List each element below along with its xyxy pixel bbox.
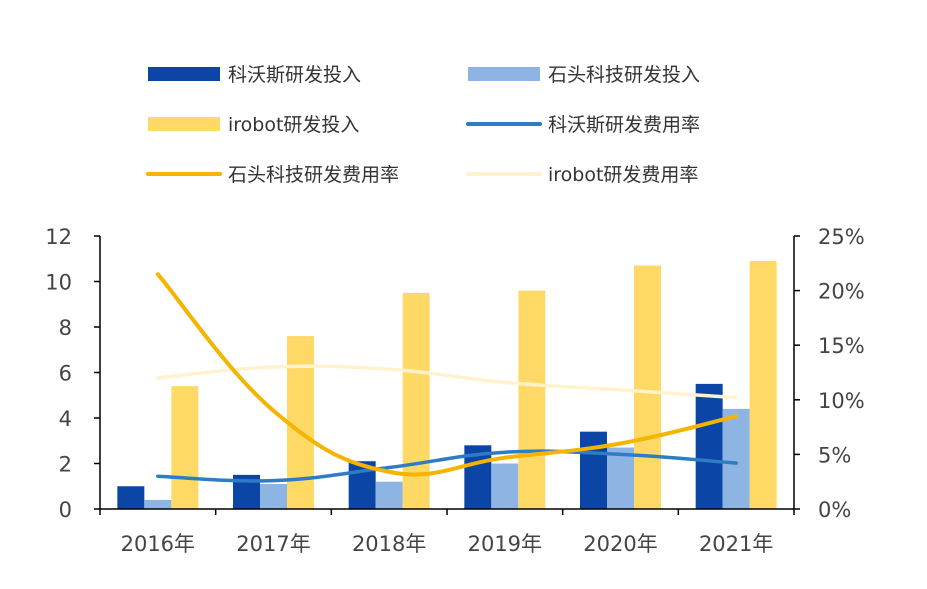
legend-1-label: 科沃斯研发投入 xyxy=(228,64,361,86)
axes: 0 2 4 6 8 10 12 0% 5% 10% 15% 20% 25% 2016年 2017年 2018年… xyxy=(45,225,864,556)
x-tick-label: 2016年 xyxy=(121,532,195,556)
bar-s3-2017年 xyxy=(287,336,314,509)
y-right-tick-label: 15% xyxy=(818,334,865,358)
legend-4-label: 科沃斯研发费用率 xyxy=(548,114,700,136)
legend-1-swatch xyxy=(148,67,220,81)
legend-2-label: 石头科技研发投入 xyxy=(548,64,700,86)
bar-s2-2017年 xyxy=(260,483,287,509)
bar-s2-2021年 xyxy=(722,408,750,509)
y-left-tick-label: 8 xyxy=(59,316,72,340)
line-series-3 xyxy=(156,364,738,400)
bar-s3-2018年 xyxy=(402,292,430,509)
y-right-tick-label: 0% xyxy=(818,498,851,522)
legend-3-label: irobot研发投入 xyxy=(228,114,359,136)
bar-s2-2016年 xyxy=(144,499,172,509)
legend-5-label: 石头科技研发费用率 xyxy=(228,164,399,186)
bar-s2-2018年 xyxy=(375,481,403,509)
y-right-tick-label: 25% xyxy=(818,225,865,249)
legend-2-swatch xyxy=(468,67,540,81)
y-left-tick-label: 4 xyxy=(59,407,72,431)
bar-s1-2021年 xyxy=(695,383,723,509)
y-right-tick-label: 10% xyxy=(818,389,865,413)
y-left-tick-label: 6 xyxy=(59,362,72,386)
bar-s1-2016年 xyxy=(117,486,145,509)
legend-6-label: irobot研发费用率 xyxy=(548,164,698,186)
legend: 科沃斯研发投入 石头科技研发投入 irobot研发投入 科沃斯研发费用率石头科技研发费… xyxy=(146,64,700,186)
bar-s3-2016年 xyxy=(171,386,199,509)
line-series-2 xyxy=(155,272,739,477)
y-left-tick-label: 12 xyxy=(45,225,72,249)
x-tick-label: 2020年 xyxy=(583,532,657,556)
y-left-tick-label: 2 xyxy=(59,453,72,477)
y-right-tick-label: 20% xyxy=(818,280,865,304)
bar-s3-2019年 xyxy=(518,290,546,509)
bar-s2-2019年 xyxy=(491,463,519,509)
lines xyxy=(155,272,739,483)
x-tick-label: 2018年 xyxy=(352,532,426,556)
bar-s3-2021年 xyxy=(749,261,777,509)
legend-3-swatch xyxy=(148,117,220,131)
bar-s1-2020年 xyxy=(580,431,607,509)
line-series-1 xyxy=(156,449,738,483)
x-tick-label: 2019年 xyxy=(468,532,542,556)
bar-s2-2020年 xyxy=(607,447,634,509)
x-tick-label: 2017年 xyxy=(236,532,310,556)
bar-s3-2020年 xyxy=(634,265,661,509)
x-tick-label: 2021年 xyxy=(699,532,773,556)
y-right-tick-label: 5% xyxy=(818,443,851,467)
y-left-tick-label: 0 xyxy=(59,498,72,522)
y-left-tick-label: 10 xyxy=(45,271,72,295)
